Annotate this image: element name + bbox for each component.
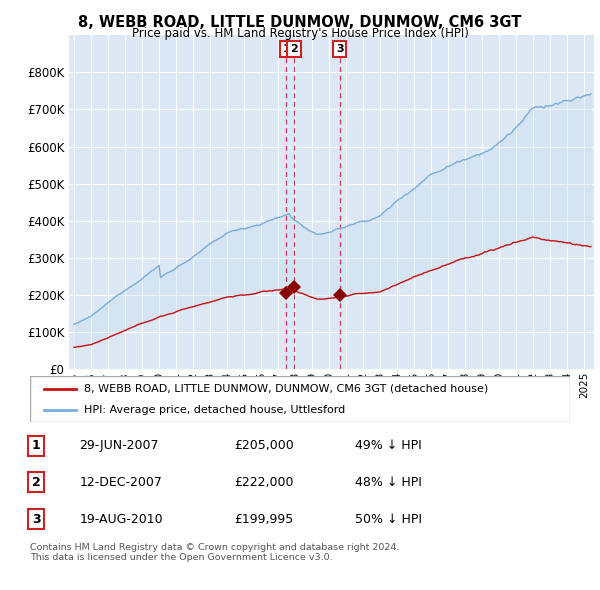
Text: 19-AUG-2010: 19-AUG-2010 [79, 513, 163, 526]
Text: Contains HM Land Registry data © Crown copyright and database right 2024.
This d: Contains HM Land Registry data © Crown c… [30, 543, 400, 562]
Text: 29-JUN-2007: 29-JUN-2007 [79, 439, 158, 452]
Text: HPI: Average price, detached house, Uttlesford: HPI: Average price, detached house, Uttl… [84, 405, 345, 415]
Text: 49% ↓ HPI: 49% ↓ HPI [355, 439, 422, 452]
Text: £199,995: £199,995 [234, 513, 293, 526]
Text: 12-DEC-2007: 12-DEC-2007 [79, 476, 162, 489]
Text: 48% ↓ HPI: 48% ↓ HPI [355, 476, 422, 489]
Text: Price paid vs. HM Land Registry's House Price Index (HPI): Price paid vs. HM Land Registry's House … [131, 27, 469, 40]
Text: 3: 3 [32, 513, 40, 526]
Text: 8, WEBB ROAD, LITTLE DUNMOW, DUNMOW, CM6 3GT: 8, WEBB ROAD, LITTLE DUNMOW, DUNMOW, CM6… [79, 15, 521, 30]
Text: £222,000: £222,000 [234, 476, 293, 489]
Text: 2: 2 [290, 44, 298, 54]
Text: 50% ↓ HPI: 50% ↓ HPI [355, 513, 422, 526]
Text: 2: 2 [32, 476, 41, 489]
Text: 1: 1 [283, 44, 290, 54]
Text: £205,000: £205,000 [234, 439, 293, 452]
Text: 8, WEBB ROAD, LITTLE DUNMOW, DUNMOW, CM6 3GT (detached house): 8, WEBB ROAD, LITTLE DUNMOW, DUNMOW, CM6… [84, 384, 488, 394]
Text: 3: 3 [336, 44, 343, 54]
Text: 1: 1 [32, 439, 41, 452]
